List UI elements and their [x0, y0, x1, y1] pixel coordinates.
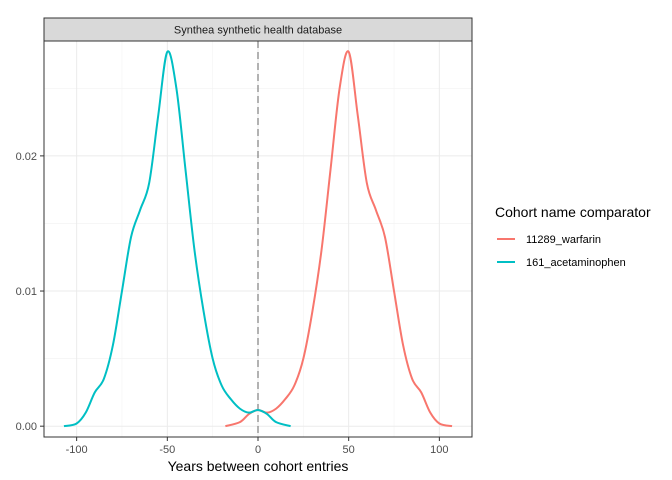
series-line-1: [63, 50, 291, 428]
legend-label-acetaminophen: 161_acetaminophen: [526, 257, 626, 269]
series-line-0: [225, 50, 453, 428]
grid-major: [44, 41, 472, 437]
x-tick-label: 0: [255, 444, 261, 456]
y-tick-label: 0.00: [16, 421, 37, 433]
series-layer: [63, 50, 453, 428]
x-tick-label: -100: [66, 444, 88, 456]
legend-title: Cohort name comparator: [495, 204, 651, 220]
facet-title: Synthea synthetic health database: [174, 25, 342, 37]
y-tick-label: 0.02: [16, 151, 37, 163]
legend-label-warfarin: 11289_warfarin: [526, 234, 601, 246]
x-tick-label: 100: [430, 444, 448, 456]
y-tick-label: 0.01: [16, 286, 37, 298]
x-axis-title: Years between cohort entries: [168, 458, 349, 474]
x-tick-label: 50: [343, 444, 355, 456]
x-tick-label: -50: [159, 444, 175, 456]
x-axis: -100 -50 0 50 100: [66, 437, 449, 456]
legend: Cohort name comparator 11289_warfarin 16…: [495, 204, 651, 269]
y-axis: 0.00 0.01 0.02: [16, 151, 44, 433]
